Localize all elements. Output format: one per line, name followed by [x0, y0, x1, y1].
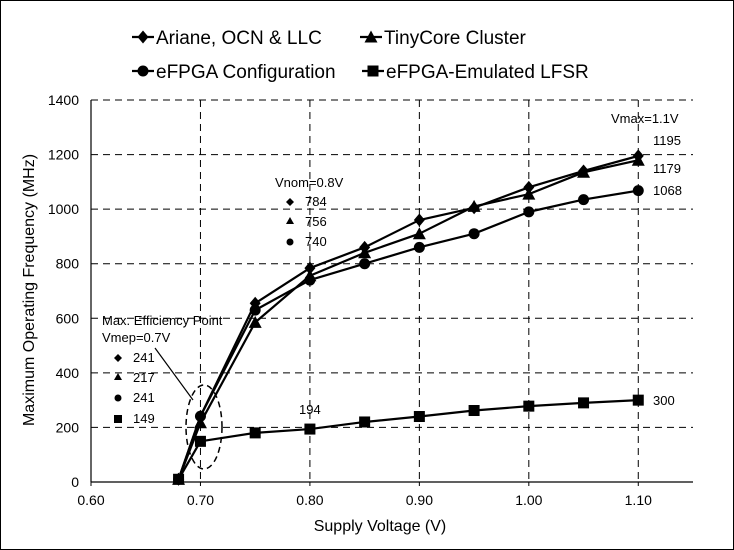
x-tick-label: 0.60 — [77, 492, 104, 508]
mep-value-ariane: 241 — [133, 350, 155, 365]
data-point-3-0 — [173, 473, 185, 485]
data-point-1-8 — [577, 165, 591, 178]
data-point-3-3 — [304, 423, 316, 435]
data-point-3-8 — [578, 397, 590, 409]
vnom-value-tinycore: 756 — [305, 214, 327, 229]
data-point-1-6 — [467, 199, 481, 212]
data-point-3-7 — [523, 400, 535, 412]
y-tick-label: 200 — [56, 419, 80, 435]
data-point-2-5 — [413, 241, 425, 253]
legend-label-1: TinyCore Cluster — [384, 28, 527, 49]
data-point-2-8 — [578, 194, 590, 206]
y-tick-label: 1200 — [48, 147, 79, 163]
y-tick-label: 1400 — [48, 92, 79, 108]
series-line-1 — [177, 159, 639, 480]
mep-diamond-marker — [114, 354, 122, 362]
data-point-1-7 — [522, 187, 536, 200]
series-line-2 — [177, 189, 639, 480]
y-tick-label: 1000 — [48, 201, 79, 217]
legend-label-0: Ariane, OCN & LLC — [156, 28, 322, 49]
vmax-value-lfsr: 300 — [653, 393, 675, 408]
data-point-3-2 — [249, 427, 261, 439]
y-tick-label: 800 — [56, 256, 80, 272]
vnom-label: Vnom=0.8V — [275, 175, 344, 190]
y-axis-label: Maximum Operating Frequency (MHz) — [21, 154, 38, 426]
data-point-2-9 — [632, 185, 644, 197]
lfsr-value-080: 194 — [299, 402, 321, 417]
series-group — [172, 149, 645, 486]
y-tick-label: 400 — [56, 365, 80, 381]
x-tick-label: 0.80 — [296, 492, 323, 508]
data-point-0-7 — [523, 180, 535, 194]
data-point-2-6 — [468, 228, 480, 240]
vnom-value-ariane: 784 — [305, 194, 327, 209]
vnom-circle-marker — [286, 238, 294, 246]
legend: Ariane, OCN & LLC TinyCore Cluster eFPGA C… — [132, 28, 589, 83]
series-line-0 — [177, 154, 639, 480]
y-tick-label: 600 — [56, 310, 80, 326]
data-point-2-3 — [304, 274, 316, 286]
annotations: Supply Voltage (V) Maximum Operating Fre… — [21, 111, 682, 535]
series-line-3 — [177, 399, 639, 480]
mep-ellipse — [185, 384, 223, 470]
vmax-value-ariane: 1195 — [653, 133, 681, 148]
legend-label-3: eFPGA-Emulated LFSR — [386, 62, 589, 83]
data-point-2-2 — [249, 304, 261, 316]
mep-value-lfsr: 149 — [133, 411, 155, 426]
data-point-2-1 — [194, 410, 206, 422]
mep-pointer-line — [154, 347, 194, 401]
x-tick-label: 0.70 — [187, 492, 214, 508]
data-point-1-4 — [358, 246, 372, 259]
grid — [91, 99, 693, 482]
mep-value-efpga: 241 — [133, 390, 155, 405]
data-point-1-2 — [248, 315, 262, 328]
vnom-diamond-marker — [286, 198, 294, 206]
vmax-label: Vmax=1.1V — [611, 111, 679, 126]
legend-marker-3 — [367, 65, 379, 77]
data-point-3-5 — [413, 411, 425, 423]
data-point-2-7 — [523, 206, 535, 218]
data-point-2-4 — [359, 258, 371, 270]
data-point-3-6 — [468, 405, 480, 417]
x-tick-label: 0.90 — [406, 492, 433, 508]
data-point-3-1 — [194, 435, 206, 447]
legend-marker-2 — [137, 65, 149, 77]
data-point-1-9 — [631, 153, 645, 166]
legend-marker-1 — [364, 30, 378, 43]
x-tick-label: 1.00 — [515, 492, 542, 508]
mep-label: Vmep=0.7V — [102, 330, 171, 345]
x-tick-label: 1.10 — [625, 492, 652, 508]
tick-labels: 0 200 400 600 800 1000 1200 1400 0.60 0.70 0.80 0.9… — [48, 92, 652, 508]
mep-title: Max. Efficiency Point — [102, 313, 223, 328]
y-tick-label: 0 — [71, 474, 79, 490]
x-axis-label: Supply Voltage (V) — [314, 518, 447, 535]
legend-marker-0 — [137, 30, 149, 44]
data-point-3-4 — [359, 416, 371, 428]
vnom-triangle-marker — [286, 217, 294, 224]
vmax-value-efpga: 1068 — [653, 183, 682, 198]
data-point-0-5 — [413, 213, 425, 227]
mep-triangle-marker — [114, 373, 122, 380]
legend-label-2: eFPGA Configuration — [156, 62, 336, 83]
vmax-value-tinycore: 1179 — [653, 161, 681, 176]
axes — [90, 100, 693, 486]
mep-circle-marker — [114, 394, 122, 402]
mep-square-marker — [114, 415, 122, 423]
data-point-3-9 — [632, 394, 644, 406]
data-point-1-5 — [412, 227, 426, 240]
data-point-0-3 — [304, 261, 316, 275]
vnom-value-efpga: 740 — [305, 234, 327, 249]
mep-value-tinycore: 217 — [133, 370, 155, 385]
